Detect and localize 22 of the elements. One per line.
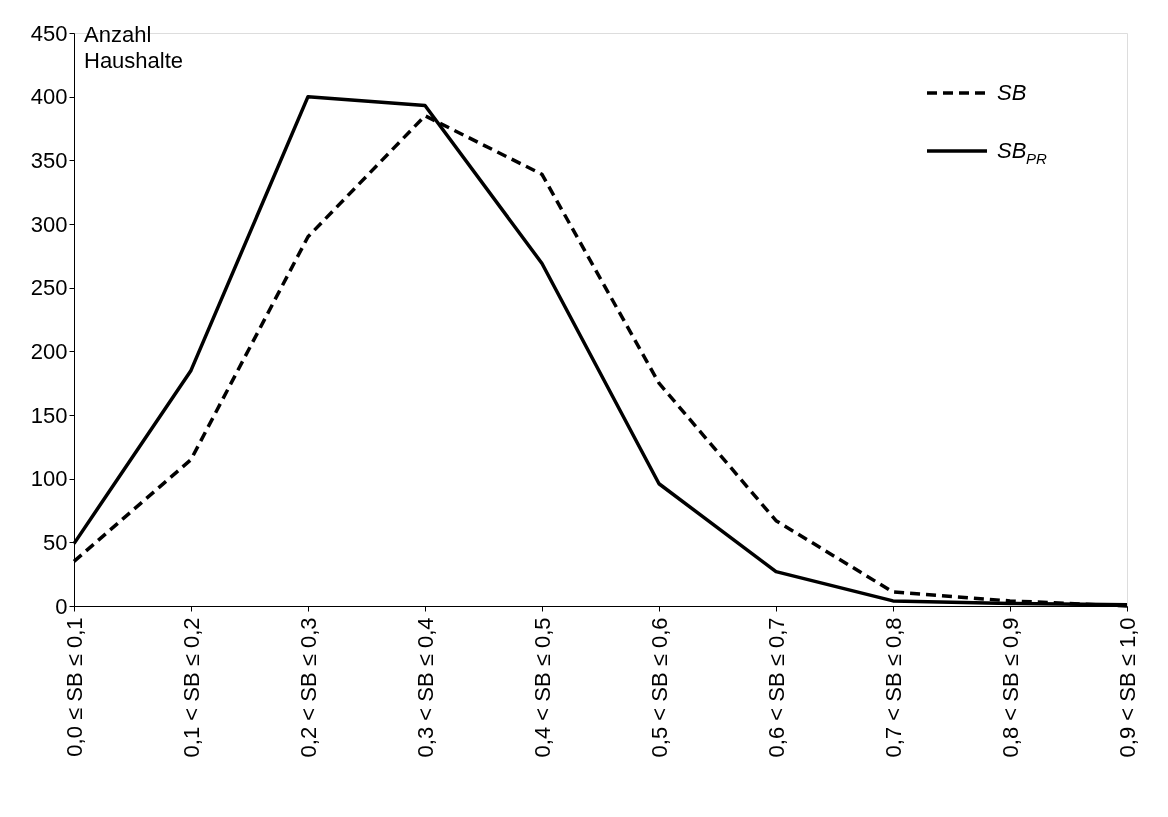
y-tick-label: 300 xyxy=(30,211,68,237)
y-axis-title: Anzahl Haushalte xyxy=(84,22,184,73)
y-tick-label: 400 xyxy=(30,84,68,110)
legend-label: SB xyxy=(997,80,1027,105)
y-tick-label: 50 xyxy=(43,529,68,555)
x-tick-label: 0,2 < SB ≤ 0,3 xyxy=(295,617,321,758)
x-tick-label: 0,3 < SB ≤ 0,4 xyxy=(412,617,438,758)
x-tick-label: 0,8 < SB ≤ 0,9 xyxy=(997,617,1023,758)
y-tick-label: 0 xyxy=(55,593,68,619)
x-tick-label: 0,6 < SB ≤ 0,7 xyxy=(763,617,789,758)
x-tick-label: 0,5 < SB ≤ 0,6 xyxy=(646,617,672,758)
x-tick-label: 0,4 < SB ≤ 0,5 xyxy=(529,617,555,758)
y-tick-label: 450 xyxy=(30,20,68,46)
x-tick-label: 0,1 < SB ≤ 0,2 xyxy=(178,617,204,758)
y-tick-label: 200 xyxy=(30,338,68,364)
x-tick-label: 0,0 ≤ SB ≤ 0,1 xyxy=(61,617,87,757)
y-tick-label: 150 xyxy=(30,402,68,428)
x-tick-label: 0,9 < SB ≤ 1,0 xyxy=(1114,617,1140,758)
x-tick-label: 0,7 < SB ≤ 0,8 xyxy=(880,617,906,758)
y-tick-label: 250 xyxy=(30,275,68,301)
y-tick-label: 350 xyxy=(30,147,68,173)
y-tick-label: 100 xyxy=(30,466,68,492)
